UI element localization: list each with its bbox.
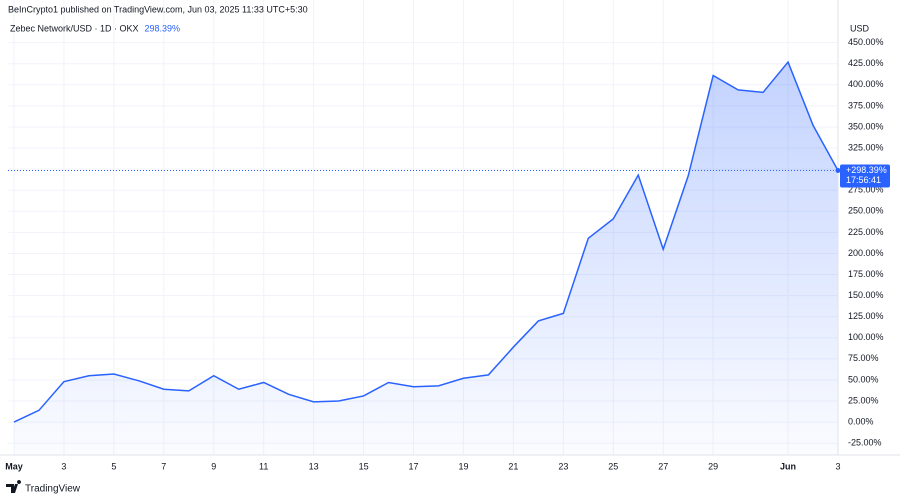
y-tick-label: 275.00% bbox=[848, 185, 884, 195]
x-tick-label: 17 bbox=[409, 461, 419, 471]
x-tick-label: 21 bbox=[508, 461, 518, 471]
y-axis-label: USD bbox=[850, 23, 870, 33]
x-tick-label: 3 bbox=[61, 461, 66, 471]
plot bbox=[8, 60, 839, 456]
y-tick-label: 50.00% bbox=[848, 374, 879, 384]
y-tick-label: 100.00% bbox=[848, 332, 884, 342]
y-tick-label: 375.00% bbox=[848, 100, 884, 110]
y-tick-label: 225.00% bbox=[848, 227, 884, 237]
footer-brand: TradingView bbox=[25, 484, 81, 495]
price-tag bbox=[840, 164, 890, 188]
y-tick-label: 75.00% bbox=[848, 353, 879, 363]
price-tag-value: +298.39% bbox=[846, 165, 887, 175]
price-tag-countdown: 17:56:41 bbox=[846, 175, 881, 185]
y-tick-label: 325.00% bbox=[848, 142, 884, 152]
y-tick-label: 175.00% bbox=[848, 269, 884, 279]
y-tick-label: 200.00% bbox=[848, 248, 884, 258]
x-tick-label: 9 bbox=[211, 461, 216, 471]
y-tick-label: 250.00% bbox=[848, 206, 884, 216]
y-tick-label: -25.00% bbox=[848, 438, 882, 448]
x-tick-label: 13 bbox=[309, 461, 319, 471]
y-tick-label: 125.00% bbox=[848, 311, 884, 321]
area-fill bbox=[13, 62, 838, 456]
x-tick-label: May bbox=[5, 461, 23, 471]
x-tick-label: 19 bbox=[458, 461, 468, 471]
x-tick-label: 25 bbox=[608, 461, 618, 471]
y-tick-label: 425.00% bbox=[848, 58, 884, 68]
x-tick-label: 29 bbox=[708, 461, 718, 471]
x-tick-label: 11 bbox=[259, 461, 268, 471]
y-tick-label: 25.00% bbox=[848, 395, 879, 405]
chart-title: Zebec Network/USD · 1D · OKX bbox=[10, 23, 139, 33]
y-tick-label: 0.00% bbox=[848, 416, 874, 426]
last-point bbox=[835, 167, 841, 173]
x-tick-label: 23 bbox=[558, 461, 568, 471]
current-value: 298.39% bbox=[145, 23, 181, 33]
x-tick-label: Jun bbox=[780, 461, 796, 471]
x-tick-label: 3 bbox=[835, 461, 840, 471]
x-tick-label: 5 bbox=[111, 461, 116, 471]
y-tick-label: 350.00% bbox=[848, 121, 884, 131]
price-line bbox=[13, 60, 839, 423]
x-tick-label: 15 bbox=[359, 461, 369, 471]
x-tick-label: 27 bbox=[658, 461, 668, 471]
y-tick-label: 400.00% bbox=[848, 79, 884, 89]
x-tick-label: 7 bbox=[161, 461, 166, 471]
footer-logo bbox=[6, 480, 22, 493]
y-tick-label: 150.00% bbox=[848, 290, 884, 300]
y-tick-label: 450.00% bbox=[848, 37, 884, 47]
header-text: BeInCrypto1 published on TradingView.com… bbox=[8, 4, 308, 14]
